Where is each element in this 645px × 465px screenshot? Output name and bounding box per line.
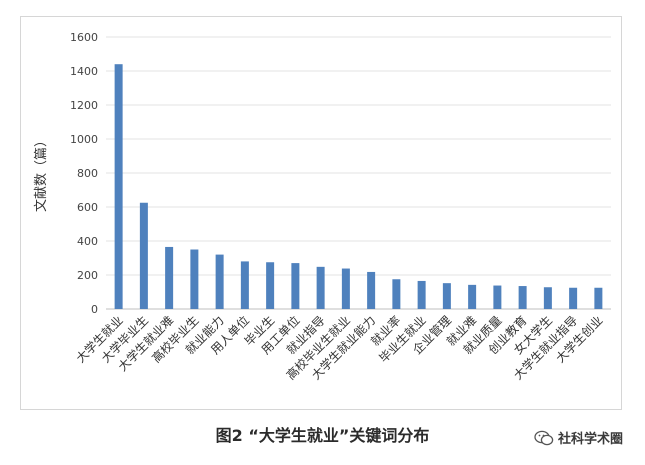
y-tick-label: 1200 (70, 99, 98, 112)
bar (240, 261, 249, 309)
y-tick-label: 400 (77, 235, 98, 248)
bar (291, 263, 300, 309)
watermark-text: 社科学术圈 (557, 432, 623, 447)
bar (114, 64, 123, 309)
bar (165, 246, 174, 309)
bar (367, 271, 376, 309)
bar (468, 284, 477, 309)
watermark: 社科学术圈 (534, 428, 623, 447)
y-tick-label: 1600 (70, 31, 98, 44)
bar (594, 287, 603, 309)
y-tick-label: 1000 (70, 133, 98, 146)
y-tick-label: 600 (77, 201, 98, 214)
bar (139, 202, 148, 309)
figure-caption: 图2 “大学生就业”关键词分布 (215, 426, 430, 445)
y-tick-label: 200 (77, 269, 98, 282)
bar (266, 262, 275, 309)
bar (569, 287, 578, 309)
bar (543, 287, 552, 309)
bar (190, 249, 199, 309)
bar (417, 280, 426, 309)
bar (518, 286, 527, 309)
wechat-icon (534, 430, 554, 445)
bar (442, 283, 451, 309)
chart-frame: 0 200 400 600 800 1000 1200 1400 1600 文献数（篇） 大学生就业… (20, 16, 622, 410)
bar (341, 268, 350, 309)
y-tick-label: 0 (91, 303, 98, 316)
y-axis-label: 文献数（篇） (34, 134, 49, 212)
y-tick-label: 800 (77, 167, 98, 180)
bar (392, 279, 401, 309)
bar (493, 285, 502, 309)
bar-chart: 02004006008001000120014001600文献数（篇）大学生就业… (34, 31, 611, 383)
bar (316, 266, 325, 309)
y-tick-label: 1400 (70, 65, 98, 78)
bar (215, 254, 224, 309)
